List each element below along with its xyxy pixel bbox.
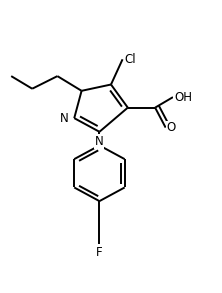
Text: N: N (59, 112, 68, 125)
Text: N: N (95, 135, 104, 148)
Text: OH: OH (174, 91, 192, 104)
Text: Cl: Cl (125, 53, 136, 66)
Text: F: F (96, 246, 103, 259)
Text: O: O (167, 121, 176, 134)
